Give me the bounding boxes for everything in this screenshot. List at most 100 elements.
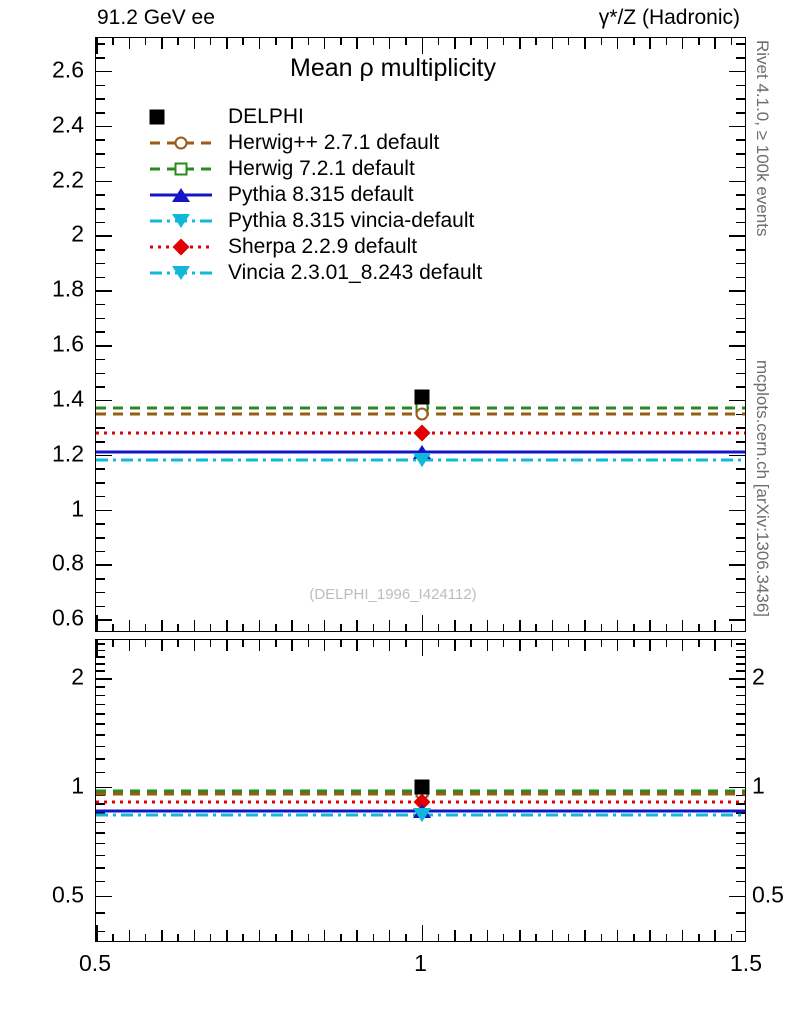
y-major-tick [96,70,112,73]
data-marker-0 [414,389,429,405]
y-axis-tick-label: 2 [71,220,84,247]
x-tick [96,38,98,54]
y-axis-tick-label: 1.2 [52,440,84,467]
ratio-x-tick [535,934,537,941]
ratio-x-tick [177,640,179,647]
y-major-tick [736,57,745,59]
x-tick [437,38,440,45]
ratio-x-tick [567,640,570,647]
ratio-y-tick [736,771,745,774]
y-major-tick [96,84,105,87]
ratio-x-tick [96,925,98,941]
ratio-y-tick [96,703,105,706]
y-major-tick [736,262,745,265]
ratio-y-tick [736,649,745,652]
ratio-x-tick [633,934,635,941]
ratio-y-tick [96,794,105,797]
y-axis-tick-label: 2.2 [52,166,84,193]
ratio-x-tick [730,640,733,647]
ratio-y-tick [96,812,105,814]
y-major-tick [96,523,105,525]
ratio-x-tick [193,930,196,941]
data-marker-6 [412,453,431,468]
ratio-x-tick [649,640,651,651]
ratio-y-tick [96,670,105,672]
ratio-x-tick [616,640,619,651]
x-tick [698,624,700,631]
ratio-x-tick [242,640,244,647]
y-major-tick [729,235,745,237]
ratio-x-tick [454,640,456,651]
x-tick [681,38,684,49]
x-tick [275,624,277,631]
ratio-x-tick [502,934,505,941]
ratio-y-tick [736,723,745,725]
ratio-y-tick [736,694,745,697]
ratio-y-tick [96,713,105,715]
legend-line-sample [150,167,212,171]
y-major-tick [96,509,112,512]
x-tick [584,38,586,49]
ratio-x-tick [144,640,147,647]
y-major-tick [96,399,112,402]
y-major-tick [736,317,745,320]
ratio-x-tick [470,640,472,647]
x-tick [144,38,147,45]
y-major-tick [96,550,105,553]
ratio-x-tick [437,934,440,941]
y-major-tick [96,482,105,484]
ratio-x-tick [128,930,131,941]
x-tick [681,620,684,631]
y-major-tick [96,427,105,429]
y-major-tick [96,454,112,457]
ratio-x-tick [486,930,489,941]
y-major-tick [729,180,745,183]
x-tick [567,38,570,45]
x-tick [600,38,603,45]
x-tick [291,620,293,631]
ratio-y-tick [736,842,745,845]
mcplots-source-note: mcplots.cern.ch [arXiv:1306.3436] [753,360,772,618]
ratio-axis-label: Ratio to DELPHI [0,728,3,875]
process-label: γ*/Z (Hadronic) [598,6,740,29]
ratio-y-tick [96,930,105,933]
x-tick [649,620,651,631]
ratio-y-tick [96,842,105,845]
y-major-tick [96,180,112,183]
ratio-x-tick [258,640,261,651]
analysis-id-watermark: (DELPHI_1996_I424112) [309,586,477,603]
x-tick [454,620,456,631]
ratio-x-tick [584,930,586,941]
legend-label: Herwig++ 2.7.1 default [228,131,440,154]
ratio-y-tick [96,723,105,725]
legend-label: Pythia 8.315 default [228,183,414,206]
y-major-tick [736,303,745,306]
ratio-y-tick [96,678,112,680]
ratio-y-axis-tick-label: 2 [71,663,84,690]
x-tick [275,38,277,45]
ratio-y-tick [96,745,105,748]
y-axis-tick-label: 1 [71,495,84,522]
x-tick [193,620,196,631]
ratio-y-tick [736,930,745,933]
ratio-y-tick [96,832,105,834]
y-major-tick [96,208,105,210]
x-tick [112,624,114,631]
ratio-x-tick [470,934,472,941]
x-tick [356,620,358,631]
x-tick [258,38,261,49]
ratio-y-tick [736,663,745,665]
x-axis-tick-label: 1.5 [730,950,762,976]
legend-line-sample [150,141,212,145]
ratio-x-tick [209,934,212,941]
ratio-x-tick [340,934,342,941]
y-major-tick [736,441,745,443]
data-marker-1 [415,407,428,421]
ratio-x-tick [161,640,163,651]
x-tick [519,38,521,49]
x-tick [730,38,733,45]
ratio-y-tick [736,812,745,814]
y-major-tick [96,139,105,141]
x-axis-tick-label: 0.5 [79,950,111,976]
